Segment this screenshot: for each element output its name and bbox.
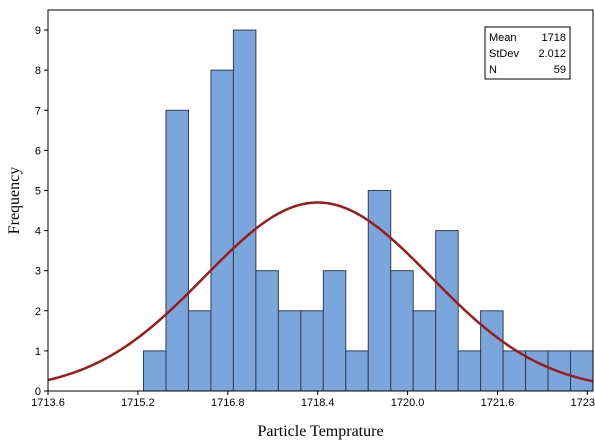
y-tick-label: 2: [35, 306, 41, 318]
histogram-bar: [570, 350, 594, 392]
stats-n-label: N: [489, 64, 497, 76]
histogram-bar: [187, 310, 212, 392]
y-tick-label: 9: [35, 25, 41, 37]
y-axis: 0 1 2 3 4 5 6 7 8 9: [35, 25, 48, 398]
histogram-bar: [390, 270, 414, 392]
x-tick-label: 1716.8: [211, 397, 245, 409]
normal-fit-curve: [47, 201, 594, 383]
stats-mean-value: 1718: [542, 32, 566, 44]
x-tick-label: 1721.6: [481, 397, 515, 409]
x-tick-label: 1715.2: [121, 397, 155, 409]
bars-layer: [143, 29, 594, 392]
x-tick-label: 1723.2: [571, 397, 595, 409]
y-tick-label: 6: [35, 145, 41, 157]
histogram-bar: [210, 69, 234, 392]
stats-stdev-value: 2.012: [538, 48, 566, 60]
x-tick-label: 1718.4: [301, 397, 335, 409]
histogram-bar: [300, 310, 324, 392]
x-tick-label: 1720.0: [391, 397, 425, 409]
histogram-bar: [502, 350, 527, 392]
histogram-bar: [322, 270, 347, 392]
histogram-bar: [480, 310, 504, 392]
y-tick-label: 7: [35, 105, 41, 117]
y-tick-label: 8: [35, 65, 41, 77]
plot-frame: [47, 9, 594, 392]
y-tick-label: 3: [35, 266, 41, 278]
histogram-bar: [435, 230, 459, 392]
histogram-bar: [232, 29, 257, 392]
histogram-bar: [412, 310, 437, 392]
y-axis-title: Frequency: [6, 167, 23, 235]
histogram-bar: [143, 350, 167, 392]
stats-mean-label: Mean: [489, 32, 517, 44]
histogram-bar: [165, 109, 189, 392]
y-tick-label: 1: [35, 346, 41, 358]
x-axis-title: Particle Temprature: [257, 423, 383, 440]
histogram-bar: [367, 189, 392, 392]
y-tick-label: 5: [35, 185, 41, 197]
stats-n-value: 59: [554, 64, 566, 76]
histogram-bar: [255, 270, 279, 392]
histogram-bar: [345, 350, 369, 392]
stats-legend-box: Mean 1718 StDev 2.012 N 59: [484, 26, 571, 80]
histogram-bar: [457, 350, 482, 392]
x-tick-label: 1713.6: [31, 397, 65, 409]
x-axis: 1713.6 1715.2 1716.8 1718.4 1720.0 1721.6 1723…: [31, 391, 595, 409]
y-tick-label: 0: [35, 386, 41, 398]
y-tick-label: 4: [35, 226, 41, 238]
histogram-bar: [277, 310, 302, 392]
stats-stdev-label: StDev: [489, 48, 519, 60]
stats-box-frame: [484, 26, 571, 80]
